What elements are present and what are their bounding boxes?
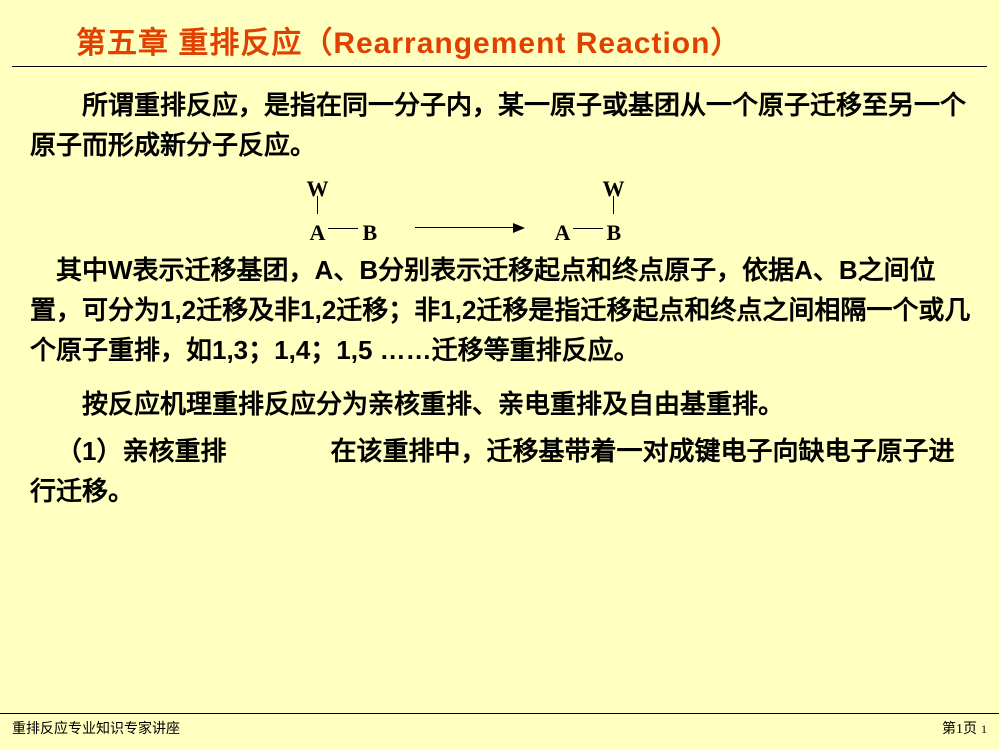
- diagram-a-left: A: [310, 216, 326, 250]
- footer-page-number: 1: [981, 722, 987, 737]
- body-content: 所谓重排反应，是指在同一分子内，某一原子或基团从一个原子迁移至另一个原子而形成新…: [0, 85, 999, 511]
- paragraph-2: 其中W表示迁移基团，A、B分别表示迁移起点和终点原子，依据A、B之间位置，可分为…: [30, 250, 979, 371]
- paragraph-1: 所谓重排反应，是指在同一分子内，某一原子或基团从一个原子迁移至另一个原子而形成新…: [30, 85, 979, 166]
- footer-left-text: 重排反应专业知识专家讲座: [12, 718, 180, 738]
- rearrangement-diagram: W A B W A B: [275, 172, 735, 244]
- footer-right: 第1页 1: [942, 718, 987, 738]
- reaction-arrow-head: [513, 223, 525, 233]
- footer-page-label: 第1页: [942, 718, 977, 738]
- slide: 第五章 重排反应（Rearrangement Reaction） 所谓重排反应，…: [0, 0, 999, 750]
- diagram-bond-wa-left: [317, 196, 318, 214]
- diagram-w-right: W: [603, 172, 625, 206]
- diagram-b-left: B: [363, 216, 378, 250]
- diagram-a-right: A: [555, 216, 571, 250]
- reaction-arrow-line: [415, 227, 515, 229]
- diagram-bond-ab-right: [573, 228, 603, 229]
- slide-footer: 重排反应专业知识专家讲座 第1页 1: [0, 713, 999, 738]
- paragraph-4: （1）亲核重排 在该重排中，迁移基带着一对成键电子向缺电子原子进行迁移。: [30, 431, 979, 512]
- chapter-title: 第五章 重排反应（Rearrangement Reaction）: [12, 18, 987, 67]
- diagram-w-left: W: [307, 172, 329, 206]
- diagram-bond-ab-left: [328, 228, 358, 229]
- diagram-b-right: B: [607, 216, 622, 250]
- paragraph-3: 按反应机理重排反应分为亲核重排、亲电重排及自由基重排。: [30, 384, 979, 424]
- diagram-bond-wb-right: [613, 196, 614, 214]
